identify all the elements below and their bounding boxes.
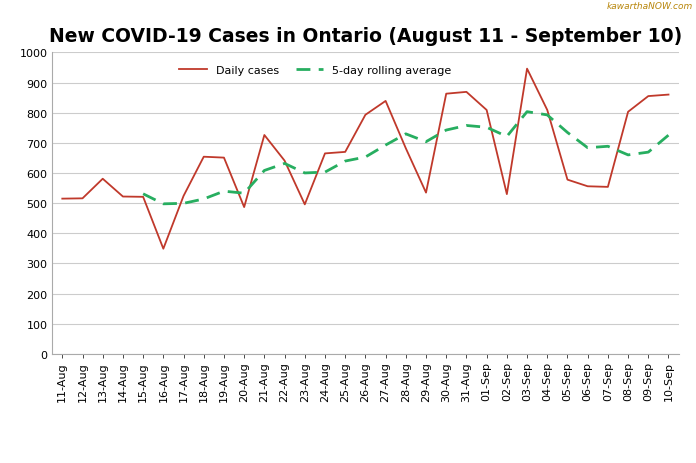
Daily cases [402, 146, 410, 152]
Daily cases [563, 177, 571, 183]
Daily cases [180, 194, 188, 199]
Daily cases [482, 108, 491, 113]
5-day rolling average [543, 113, 551, 119]
Daily cases [220, 156, 228, 161]
5-day rolling average [361, 155, 370, 161]
5-day rolling average [462, 124, 470, 129]
Daily cases [523, 67, 531, 72]
5-day rolling average [503, 134, 511, 140]
Daily cases [280, 158, 289, 164]
Line: 5-day rolling average: 5-day rolling average [143, 113, 668, 204]
Daily cases [624, 110, 632, 115]
5-day rolling average [180, 201, 188, 206]
Legend: Daily cases, 5-day rolling average: Daily cases, 5-day rolling average [175, 62, 456, 81]
5-day rolling average [280, 161, 289, 167]
Daily cases [664, 93, 672, 98]
Title: New COVID-19 Cases in Ontario (August 11 - September 10): New COVID-19 Cases in Ontario (August 11… [49, 27, 682, 46]
Daily cases [321, 151, 329, 157]
5-day rolling average [301, 171, 309, 176]
Daily cases [119, 194, 127, 200]
Daily cases [79, 196, 87, 202]
Daily cases [583, 184, 592, 190]
Text: kawarthaNOW.com: kawarthaNOW.com [606, 2, 693, 11]
5-day rolling average [664, 133, 672, 138]
5-day rolling average [603, 144, 612, 150]
Daily cases [99, 176, 107, 182]
Daily cases [200, 155, 208, 160]
5-day rolling average [624, 153, 632, 158]
5-day rolling average [381, 143, 390, 149]
5-day rolling average [442, 128, 450, 133]
5-day rolling average [523, 110, 531, 115]
Daily cases [381, 99, 390, 105]
Daily cases [58, 196, 67, 202]
Daily cases [442, 92, 450, 97]
Daily cases [301, 202, 309, 208]
Daily cases [139, 194, 148, 200]
5-day rolling average [422, 140, 430, 145]
Daily cases [503, 192, 511, 197]
Daily cases [543, 108, 551, 113]
Daily cases [422, 190, 430, 196]
5-day rolling average [341, 159, 349, 164]
Daily cases [644, 94, 652, 100]
5-day rolling average [220, 189, 228, 194]
5-day rolling average [139, 192, 148, 197]
Daily cases [341, 150, 349, 155]
5-day rolling average [583, 146, 592, 151]
Daily cases [361, 113, 370, 119]
5-day rolling average [260, 169, 269, 174]
5-day rolling average [644, 150, 652, 156]
Line: Daily cases: Daily cases [63, 69, 668, 249]
5-day rolling average [563, 131, 571, 136]
Daily cases [240, 205, 248, 210]
Daily cases [462, 90, 470, 95]
5-day rolling average [240, 191, 248, 197]
5-day rolling average [482, 125, 491, 131]
5-day rolling average [200, 197, 208, 202]
Daily cases [603, 185, 612, 190]
5-day rolling average [159, 201, 168, 207]
Daily cases [159, 246, 168, 252]
5-day rolling average [402, 132, 410, 138]
5-day rolling average [321, 170, 329, 175]
Daily cases [260, 133, 269, 138]
